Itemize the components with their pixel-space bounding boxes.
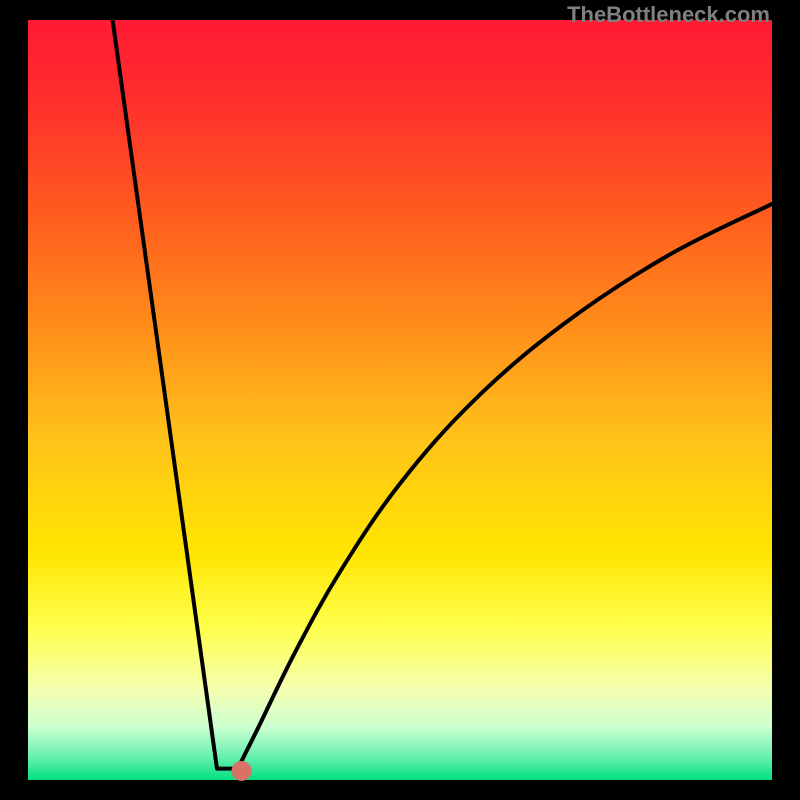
chart-container: TheBottleneck.com — [0, 0, 800, 800]
plot-area — [28, 20, 772, 780]
watermark-text: TheBottleneck.com — [567, 2, 770, 28]
